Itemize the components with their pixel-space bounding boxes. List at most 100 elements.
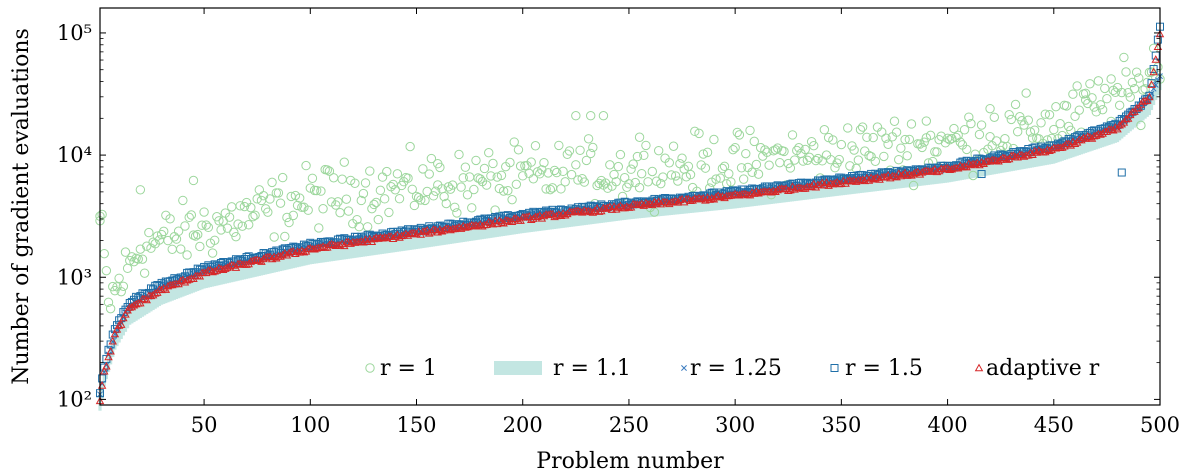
r-1-series-layer: [95, 43, 1165, 314]
adaptive-r-point: [849, 175, 859, 184]
r-1.1-band-mark: [822, 180, 826, 198]
r-1.5-point: [559, 206, 568, 215]
r-1.1-band-mark: [1041, 148, 1045, 166]
adaptive-r-point: [371, 233, 381, 242]
r-1-point: [862, 132, 872, 142]
r-1-point: [507, 194, 517, 205]
r-1-point: [369, 199, 379, 210]
adaptive-r-point: [669, 197, 678, 206]
r-1-point: [904, 134, 915, 145]
r-1.1-band-mark: [357, 240, 361, 258]
adaptive-r-point: [278, 250, 287, 259]
r-1.1-band-mark: [1103, 129, 1107, 147]
r-1-point: [787, 130, 798, 140]
r-1.1-band-mark: [162, 286, 166, 304]
r-1.1-band-mark: [470, 223, 474, 241]
r-1-point: [254, 185, 265, 195]
r-1.1-band-mark: [1005, 154, 1009, 172]
r-1-point: [664, 158, 674, 168]
r-1.1-band-mark: [523, 215, 527, 233]
adaptive-r-point: [711, 192, 721, 201]
r-1.1-band-mark: [259, 258, 264, 276]
r-1.1-band-mark: [674, 197, 678, 215]
r-1.1-band-mark: [164, 286, 168, 304]
r-1-point: [961, 144, 972, 155]
r-1.1-band-mark: [274, 254, 278, 273]
r-1.1-band-mark: [903, 170, 907, 188]
r-1-point: [843, 123, 853, 133]
r-1.1-band-mark: [1137, 106, 1141, 125]
r-1.1-band-mark: [778, 185, 782, 203]
r-1-point: [1091, 107, 1101, 117]
r-1.1-band-mark: [1090, 133, 1094, 151]
legend-swatch: [365, 363, 375, 373]
r-1.1-band-mark: [535, 214, 540, 232]
r-1.1-band-mark: [563, 210, 567, 228]
r-1.1-band-mark: [965, 162, 969, 180]
r-1.1-band-mark: [820, 180, 824, 198]
r-1.1-band-mark: [406, 233, 410, 251]
r-1-point: [267, 177, 277, 188]
r-1.1-band-mark: [1113, 125, 1117, 143]
adaptive-r-point: [104, 352, 113, 361]
r-1.1-band-mark: [538, 213, 542, 231]
r-1.1-band-mark: [642, 200, 646, 218]
r-1.1-band-mark: [346, 241, 351, 259]
r-1-point: [475, 174, 485, 184]
r-1-point: [356, 195, 366, 206]
r-1.1-band-mark: [134, 303, 138, 321]
r-1.1-band-mark: [850, 176, 854, 195]
adaptive-r-point: [467, 220, 476, 229]
r-1-point: [382, 166, 392, 177]
adaptive-r-point: [981, 157, 991, 165]
adaptive-r-point: [847, 176, 857, 185]
r-1.1-band-mark: [187, 277, 191, 295]
r-1.5-point: [289, 242, 298, 251]
r-1-point: [613, 161, 624, 172]
r-1.1-band-mark: [504, 218, 508, 236]
adaptive-r-point: [815, 180, 825, 189]
r-1.1-band-mark: [380, 236, 385, 254]
r-1-point: [99, 248, 109, 259]
r-1-point: [252, 194, 262, 204]
r-1.1-band-mark: [153, 291, 157, 309]
r-1-point: [384, 207, 394, 218]
r-1-point: [834, 154, 844, 165]
r-1-point: [643, 177, 653, 187]
r-1-point: [1066, 125, 1076, 135]
adaptive-r-point: [694, 193, 704, 202]
r-1.1-band-mark: [962, 162, 967, 180]
r-1.1-band-mark: [1147, 97, 1151, 116]
r-1-point: [114, 273, 124, 283]
r-1-point: [333, 197, 343, 207]
r-1.1-band-mark: [200, 272, 204, 290]
r-1-point: [515, 161, 526, 171]
r-1.25-series-layer: [97, 73, 1163, 398]
r-1-point: [828, 135, 838, 145]
r-1-point: [120, 247, 131, 257]
adaptive-r-point: [429, 225, 438, 233]
r-1.1-band-mark: [402, 233, 406, 251]
r-1-point: [1061, 101, 1072, 111]
r-1.1-band-mark: [323, 245, 327, 263]
r-1.1-band-mark: [1035, 149, 1039, 167]
r-1-point: [575, 145, 585, 155]
r-1-point: [210, 235, 220, 245]
r-1.1-band-mark: [304, 248, 308, 266]
r-1-point: [1121, 67, 1131, 77]
adaptive-r-point: [696, 194, 706, 203]
adaptive-r-point: [318, 242, 328, 250]
r-1.1-band-mark: [977, 159, 982, 177]
r-1.1-band-mark: [400, 234, 404, 252]
r-1.1-band-mark: [202, 271, 206, 289]
r-1.1-band-mark: [1086, 135, 1090, 153]
r-1-point: [1023, 115, 1033, 125]
r-1-point: [915, 139, 925, 149]
r-1.1-band-mark: [884, 172, 888, 190]
r-1.1-band-mark: [610, 204, 614, 222]
r-1-point: [719, 161, 730, 172]
r-1.1-band-mark: [1069, 140, 1073, 158]
r-1.5-point: [274, 246, 283, 255]
r-1.1-band-mark: [752, 188, 756, 207]
r-1.1-band-mark: [975, 160, 979, 178]
